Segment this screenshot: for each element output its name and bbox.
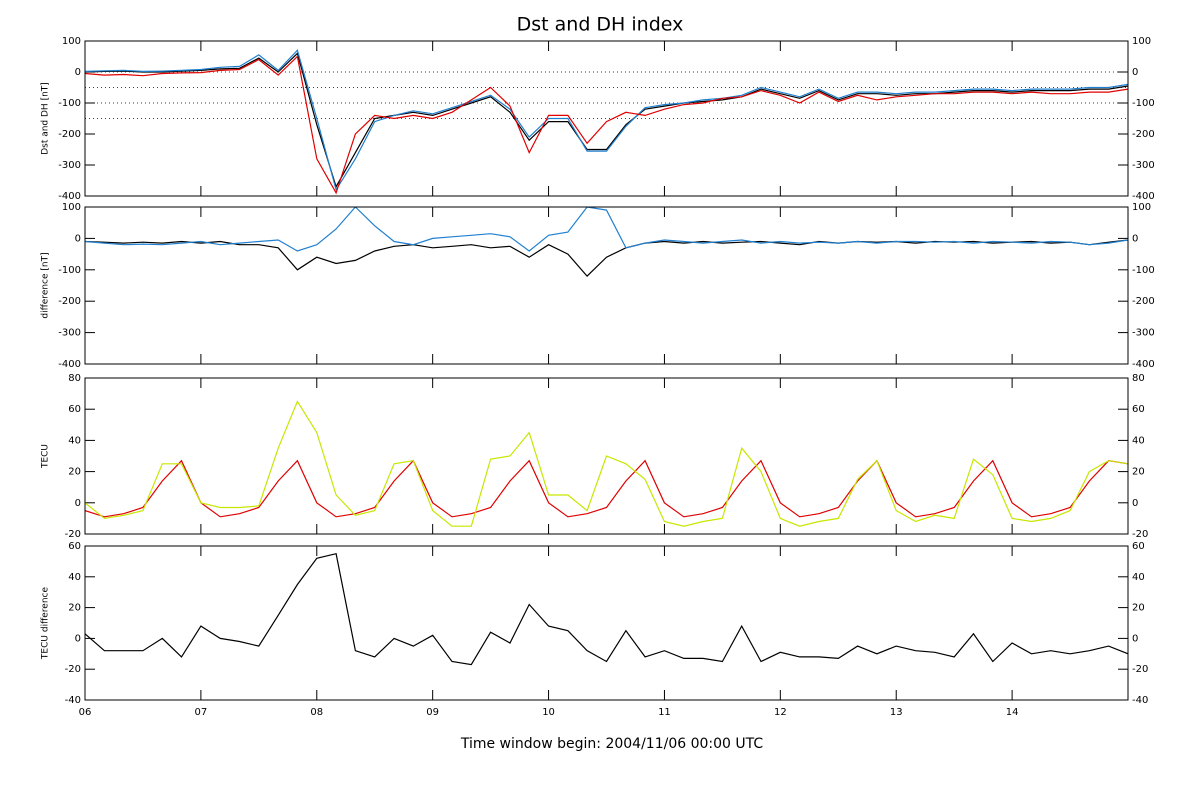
y-axis-label: Dst and DH [nT]	[41, 82, 51, 155]
x-tick-label: 10	[542, 707, 555, 718]
y-tick-label: -40	[1132, 695, 1148, 706]
y-tick-label: -200	[58, 129, 81, 140]
y-tick-label: 40	[1132, 435, 1145, 446]
y-tick-label: 60	[68, 541, 81, 552]
y-tick-label: -400	[58, 359, 81, 370]
y-tick-label: 60	[68, 404, 81, 415]
y-tick-label: -20	[65, 664, 81, 675]
y-tick-label: 40	[1132, 572, 1145, 583]
plot-frame	[84, 40, 1129, 197]
y-tick-label: -100	[1132, 98, 1155, 109]
y-tick-label: -20	[1132, 529, 1148, 540]
x-axis-label: Time window begin: 2004/11/06 00:00 UTC	[460, 736, 764, 752]
y-tick-label: -100	[1132, 265, 1155, 276]
y-tick-label: 0	[75, 498, 81, 509]
plot-frame	[84, 545, 1129, 701]
x-tick-label: 13	[890, 707, 903, 718]
y-tick-label: -300	[58, 160, 81, 171]
y-tick-label: -300	[1132, 328, 1155, 339]
x-tick-label: 14	[1006, 707, 1019, 718]
data-line	[85, 49, 1128, 192]
x-tick-label: 08	[310, 707, 323, 718]
y-tick-label: 0	[75, 633, 81, 644]
plot-frame	[84, 377, 1129, 535]
data-line	[85, 552, 1128, 666]
y-tick-label: 0	[75, 233, 81, 244]
y-tick-label: 60	[1132, 404, 1145, 415]
y-tick-label: -20	[1132, 664, 1148, 675]
y-tick-label: -20	[65, 529, 81, 540]
y-tick-label: -200	[1132, 129, 1155, 140]
y-tick-label: 0	[1132, 67, 1138, 78]
data-line	[85, 207, 1128, 252]
plot-frame	[84, 206, 1129, 365]
data-line	[85, 55, 1128, 195]
y-tick-label: 100	[62, 202, 81, 213]
y-tick-label: -100	[58, 98, 81, 109]
data-line	[85, 52, 1128, 189]
y-axis-label: TECU difference	[41, 586, 51, 660]
y-tick-label: 0	[1132, 233, 1138, 244]
y-tick-label: -300	[58, 328, 81, 339]
x-tick-label: 07	[195, 707, 208, 718]
y-tick-label: 100	[62, 36, 81, 47]
chart-title: Dst and DH index	[517, 14, 684, 36]
y-tick-label: 20	[68, 603, 81, 614]
x-tick-label: 09	[426, 707, 439, 718]
y-tick-label: -200	[58, 296, 81, 307]
data-line	[85, 239, 1128, 277]
y-tick-label: -400	[1132, 359, 1155, 370]
y-tick-label: 0	[75, 67, 81, 78]
y-tick-label: 80	[1132, 373, 1145, 384]
y-tick-label: -400	[1132, 191, 1155, 202]
y-tick-label: 100	[1132, 202, 1151, 213]
y-tick-label: 20	[1132, 467, 1145, 478]
y-tick-label: -200	[1132, 296, 1155, 307]
y-tick-label: 20	[1132, 603, 1145, 614]
x-tick-label: 06	[79, 707, 92, 718]
y-tick-label: 0	[1132, 498, 1138, 509]
y-tick-label: 60	[1132, 541, 1145, 552]
y-axis-label: TECU	[41, 444, 51, 469]
y-tick-label: 40	[68, 572, 81, 583]
y-tick-label: 0	[1132, 633, 1138, 644]
y-tick-label: -300	[1132, 160, 1155, 171]
y-tick-label: 40	[68, 435, 81, 446]
y-tick-label: 80	[68, 373, 81, 384]
x-tick-label: 12	[774, 707, 787, 718]
data-line	[85, 400, 1128, 527]
y-tick-label: -40	[65, 695, 81, 706]
y-tick-label: -100	[58, 265, 81, 276]
data-line	[85, 459, 1128, 518]
x-tick-label: 11	[658, 707, 671, 718]
y-tick-label: 100	[1132, 36, 1151, 47]
y-tick-label: 20	[68, 467, 81, 478]
y-tick-label: -400	[58, 191, 81, 202]
y-axis-label: difference [nT]	[41, 252, 51, 318]
